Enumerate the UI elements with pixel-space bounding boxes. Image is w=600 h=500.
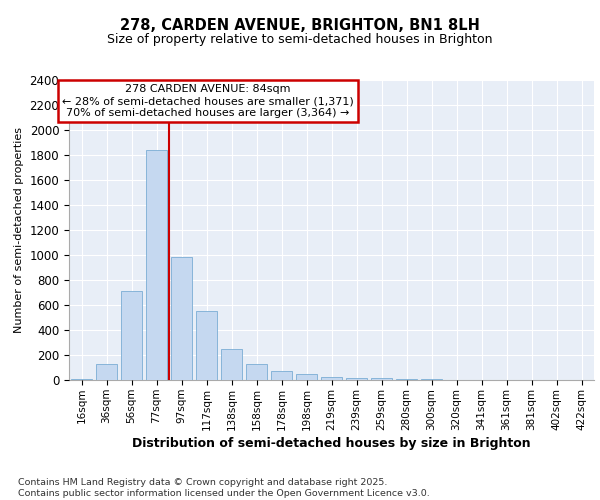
Bar	[346, 378, 367, 380]
Bar	[96, 364, 117, 380]
Bar	[271, 371, 292, 380]
Text: Size of property relative to semi-detached houses in Brighton: Size of property relative to semi-detach…	[107, 32, 493, 46]
Bar	[221, 350, 242, 380]
X-axis label: Distribution of semi-detached houses by size in Brighton: Distribution of semi-detached houses by …	[132, 436, 531, 450]
Text: 278 CARDEN AVENUE: 84sqm
← 28% of semi-detached houses are smaller (1,371)
70% o: 278 CARDEN AVENUE: 84sqm ← 28% of semi-d…	[62, 84, 354, 117]
Bar	[171, 257, 192, 380]
Bar	[121, 291, 142, 380]
Bar	[71, 379, 92, 380]
Bar	[296, 374, 317, 380]
Text: Contains HM Land Registry data © Crown copyright and database right 2025.
Contai: Contains HM Land Registry data © Crown c…	[18, 478, 430, 498]
Bar	[371, 378, 392, 380]
Bar	[246, 364, 267, 380]
Bar	[196, 310, 217, 380]
Bar	[396, 379, 417, 380]
Bar	[321, 377, 342, 380]
Bar	[146, 150, 167, 380]
Text: 278, CARDEN AVENUE, BRIGHTON, BN1 8LH: 278, CARDEN AVENUE, BRIGHTON, BN1 8LH	[120, 18, 480, 32]
Y-axis label: Number of semi-detached properties: Number of semi-detached properties	[14, 127, 24, 333]
